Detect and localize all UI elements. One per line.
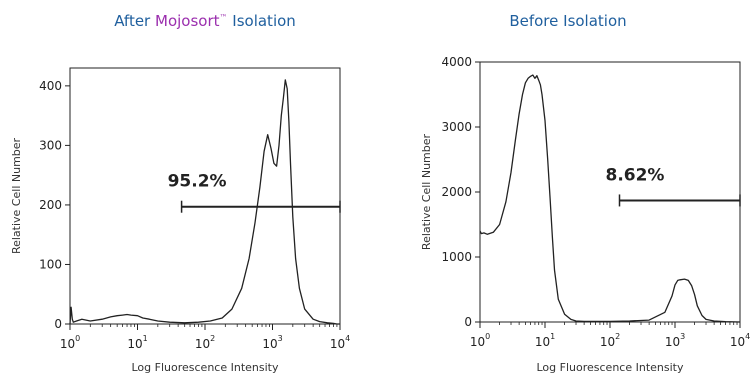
before-y-tick-label: 2000	[441, 185, 472, 199]
after-x-axis-label: Log Fluorescence Intensity	[132, 361, 279, 374]
after-title-text: After	[114, 12, 155, 30]
before-chart-title: Before Isolation	[509, 12, 626, 30]
after-x-tick-label: 101	[127, 334, 147, 351]
after-x-tick-label: 103	[262, 334, 282, 351]
before-y-tick-label: 4000	[441, 55, 472, 69]
before-x-tick-label: 101	[535, 332, 555, 349]
after-title-brand: Mojosort	[155, 12, 220, 30]
after-y-tick-label: 200	[39, 198, 62, 212]
after-chart-title: After Mojosort™ Isolation	[114, 12, 296, 30]
after-y-tick-label: 400	[39, 79, 62, 93]
after-title-tm: ™	[220, 13, 228, 22]
before-x-tick-label: 100	[470, 332, 490, 349]
before-x-tick-label: 104	[730, 332, 750, 349]
before-x-tick-label: 103	[665, 332, 685, 349]
after-title-suffix: Isolation	[228, 12, 296, 30]
before-y-tick-label: 0	[464, 315, 472, 329]
before-x-axis-label: Log Fluorescence Intensity	[537, 361, 684, 374]
after-x-tick-label: 100	[60, 334, 80, 351]
before-plot-frame	[479, 61, 741, 323]
before-histogram-series	[479, 74, 741, 323]
after-y-axis-label: Relative Cell Number	[10, 137, 23, 254]
after-y-tick-label: 0	[54, 317, 62, 331]
after-gate-percent-label: 95.2%	[168, 172, 227, 192]
before-x-tick-label: 102	[600, 332, 620, 349]
after-x-tick-label: 104	[330, 334, 350, 351]
before-title-text: Before Isolation	[509, 12, 626, 30]
after-y-tick-label: 100	[39, 257, 62, 271]
after-histogram-series	[69, 79, 340, 325]
before-y-axis-label: Relative Cell Number	[420, 133, 433, 250]
before-y-tick-label: 3000	[441, 120, 472, 134]
before-y-tick-label: 1000	[441, 250, 472, 264]
before-gate-percent-label: 8.62%	[605, 165, 664, 185]
after-y-tick-label: 300	[39, 138, 62, 152]
after-x-tick-label: 102	[195, 334, 215, 351]
